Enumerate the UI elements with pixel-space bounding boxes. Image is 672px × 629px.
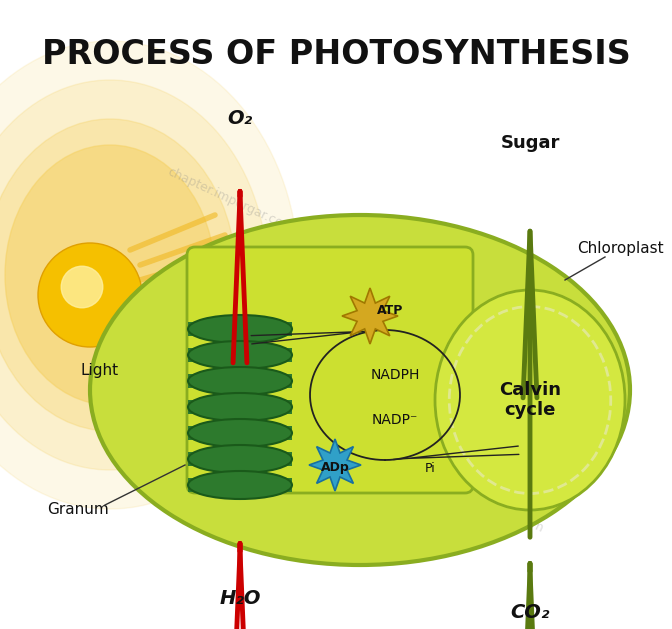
Text: chapter.impergar.com: chapter.impergar.com [165,165,295,235]
Ellipse shape [61,266,103,308]
Ellipse shape [0,119,236,431]
Text: Calvin
cycle: Calvin cycle [499,381,561,420]
Ellipse shape [38,243,142,347]
Ellipse shape [188,471,292,499]
Text: Sugar: Sugar [501,134,560,152]
Ellipse shape [188,315,292,343]
Bar [188,400,292,414]
Text: CO₂: CO₂ [510,603,550,621]
Bar [188,322,292,336]
Text: PROCESS OF PHOTOSYNTHESIS: PROCESS OF PHOTOSYNTHESIS [42,38,630,72]
Ellipse shape [188,341,292,369]
Ellipse shape [188,445,292,473]
Ellipse shape [5,145,215,405]
Bar [188,478,292,492]
Text: Pi: Pi [425,462,435,474]
Polygon shape [342,288,398,344]
Ellipse shape [188,419,292,447]
Ellipse shape [90,215,630,565]
Text: chapter.impergar.com: chapter.impergar.com [415,465,545,535]
Text: H₂O: H₂O [219,589,261,608]
Ellipse shape [188,367,292,395]
Bar [188,452,292,466]
Ellipse shape [0,80,267,470]
FancyBboxPatch shape [187,247,473,493]
Text: Chloroplast: Chloroplast [577,240,663,255]
Text: NADPH: NADPH [370,368,420,382]
Text: NADP⁻: NADP⁻ [372,413,418,427]
Bar [188,348,292,362]
Ellipse shape [435,290,625,510]
Text: ADp: ADp [321,462,349,474]
Text: chapter.impergar.com: chapter.impergar.com [435,315,565,385]
Text: Granum: Granum [47,503,109,518]
Bar [188,426,292,440]
Ellipse shape [188,393,292,421]
Text: ATP: ATP [377,304,403,316]
Text: Light: Light [81,362,119,377]
Text: chapter.impergar.com: chapter.impergar.com [135,395,265,465]
Polygon shape [309,439,361,491]
Bar [188,374,292,388]
Ellipse shape [0,41,299,509]
Text: O₂: O₂ [227,108,253,128]
